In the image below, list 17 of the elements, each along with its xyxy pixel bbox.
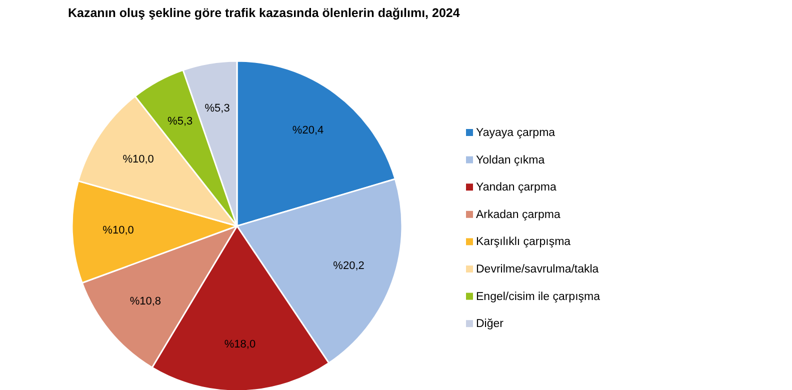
legend-label: Engel/cisim ile çarpışma (476, 290, 601, 303)
data-label: %20,4 (292, 124, 324, 137)
legend-label: Diğer (476, 318, 504, 330)
data-label: %18,0 (224, 338, 256, 351)
legend-label: Devrilme/savrulma/takla (476, 264, 600, 276)
legend-label: Yayaya çarpma (476, 127, 556, 140)
data-label: %5,3 (204, 102, 230, 115)
data-label: %10,0 (102, 224, 134, 236)
legend-label: Arkadan çarpma (476, 208, 561, 221)
legend-label: Yoldan çıkma (476, 154, 546, 166)
data-label: %10,8 (130, 296, 162, 308)
legend-label: Yandan çarpma (476, 182, 557, 194)
data-label: %20,2 (333, 260, 364, 272)
data-label: %5,3 (168, 116, 193, 128)
chart-title: Kazanın oluş şekline göre trafik kazasında ölenlerin dağılımı, 2024 (68, 6, 460, 20)
data-label: %10,0 (122, 154, 154, 166)
legend-label: Karşılıklı çarpışma (476, 236, 572, 248)
